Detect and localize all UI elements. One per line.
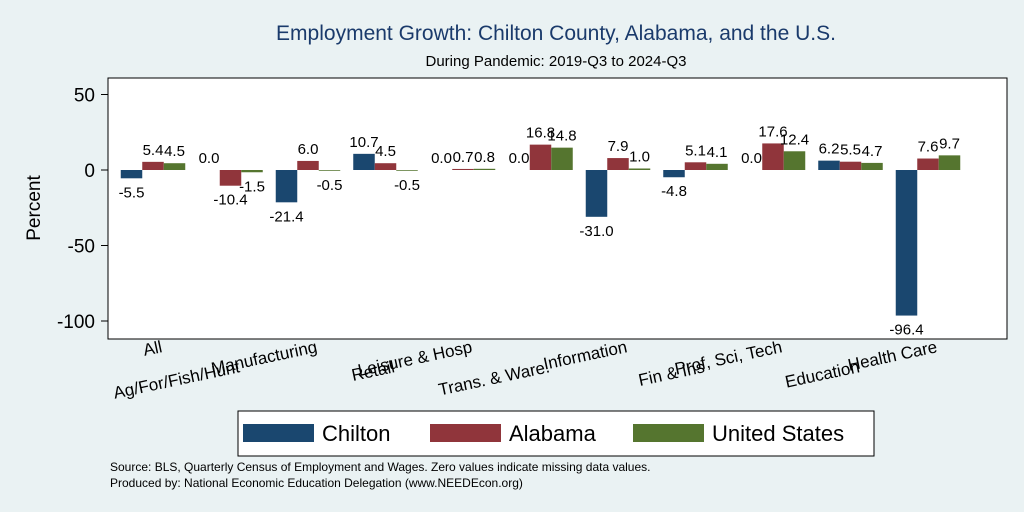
bar-united-states	[473, 168, 496, 170]
bar-alabama	[684, 162, 707, 170]
bars-group: -5.55.4 4.5 0.0-10.4-1.5-21.46.0-0.510.74.…	[119, 123, 961, 339]
legend-label: Alabama	[509, 421, 597, 446]
bar-united-states	[241, 170, 263, 173]
bar-chilton	[275, 170, 298, 203]
bar-value-label: 6.0	[298, 141, 319, 158]
bar-united-states	[318, 170, 341, 171]
bar-value-label: 5.4	[143, 142, 164, 159]
bar-value-label: 7.9	[608, 138, 629, 155]
bar-value-label: -0.5	[317, 177, 343, 194]
bar-united-states	[783, 151, 806, 170]
y-tick-label: 0	[84, 161, 95, 182]
bar-value-label: 9.7	[939, 135, 960, 152]
bar-alabama	[839, 161, 862, 170]
bar-alabama	[297, 160, 319, 170]
legend-swatch-chilton	[243, 424, 314, 442]
bar-chilton	[818, 160, 840, 170]
legend-swatch-alabama	[430, 424, 501, 442]
bar-alabama	[607, 158, 629, 170]
bar-value-label: 4.5	[375, 143, 396, 160]
bar-value-label: 4.5	[164, 143, 185, 160]
y-tick-label: -50	[68, 237, 95, 258]
bar-value-label: -31.0	[579, 223, 613, 240]
bar-value-label: 4.7	[862, 143, 883, 160]
legend-swatch-united-states	[633, 424, 704, 442]
bar-chilton	[120, 170, 143, 179]
bar-alabama	[762, 143, 784, 170]
bar-value-label: -4.8	[661, 183, 687, 200]
bar-value-label: 0.0	[509, 150, 530, 167]
bar-alabama	[374, 163, 397, 170]
bar-united-states	[396, 170, 418, 171]
y-axis-label: Percent	[24, 175, 45, 241]
bar-value-label: 0.0	[741, 150, 762, 167]
bar-value-label: 4.1	[707, 144, 728, 161]
legend-box	[237, 410, 875, 457]
legend: Chilton Alabama United States	[243, 421, 844, 446]
bar-value-label: 14.8	[547, 128, 576, 145]
bar-value-label: -5.5	[119, 184, 145, 201]
bar-united-states	[163, 163, 186, 170]
bar-chilton	[663, 170, 685, 178]
bar-value-label: 12.4	[780, 131, 809, 148]
bar-value-label: -10.4	[213, 192, 247, 209]
y-tick-label: 50	[74, 86, 95, 107]
footer-source: Source: BLS, Quarterly Census of Employm…	[110, 460, 651, 474]
bar-value-label: 17.6	[758, 123, 787, 140]
bar-alabama	[452, 168, 474, 170]
bar-alabama	[917, 158, 939, 170]
bar-united-states	[628, 168, 651, 170]
bar-united-states	[861, 162, 883, 170]
bar-value-label: -96.4	[889, 322, 923, 339]
legend-label: United States	[712, 421, 844, 446]
bar-alabama	[219, 170, 242, 186]
bar-value-label: 6.2	[819, 141, 840, 158]
legend-label: Chilton	[322, 421, 390, 446]
chart-subtitle: During Pandemic: 2019-Q3 to 2024-Q3	[426, 53, 687, 70]
bar-value-label: -0.5	[394, 177, 420, 194]
bar-united-states	[551, 147, 573, 170]
bar-value-label: 10.7	[349, 134, 378, 151]
bar-value-label: 0.0	[431, 150, 452, 167]
bar-value-label: 0.8	[474, 149, 495, 166]
bar-value-label: 5.1	[685, 142, 706, 159]
y-axis: 50 0 -50 -100	[57, 78, 109, 339]
bar-chilton	[353, 153, 375, 170]
bar-alabama	[142, 161, 164, 170]
bar-value-label: 1.0	[629, 148, 650, 165]
bar-value-label: 5.5	[840, 142, 861, 159]
bar-alabama	[529, 144, 552, 170]
x-tick-label: All	[141, 337, 163, 360]
bar-value-label: 7.6	[918, 139, 939, 156]
bar-united-states	[706, 163, 728, 170]
plot-area	[107, 77, 1008, 340]
footer-produced: Produced by: National Economic Education…	[110, 476, 523, 490]
bar-chilton	[585, 170, 608, 217]
bar-value-label: 0.0	[199, 150, 220, 167]
bar-chilton	[895, 170, 918, 316]
bar-value-label: -21.4	[269, 208, 303, 225]
bar-value-label: 0.7	[453, 149, 474, 166]
bar-value-label: -1.5	[239, 178, 265, 195]
y-tick-label: -100	[57, 312, 95, 333]
bar-united-states	[938, 155, 961, 170]
bar-value-label: 16.8	[526, 125, 555, 142]
chart-title: Employment Growth: Chilton County, Alaba…	[276, 22, 836, 45]
